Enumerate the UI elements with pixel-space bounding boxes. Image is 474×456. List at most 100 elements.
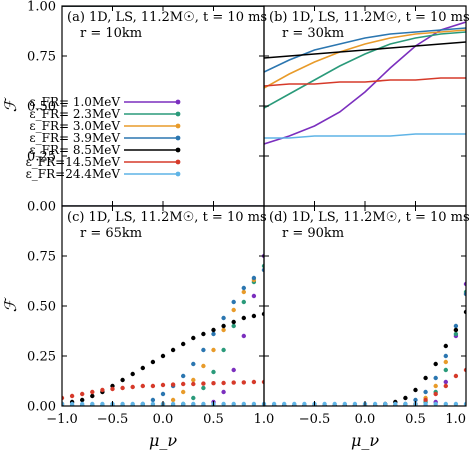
panel-c-series-6-point bbox=[251, 401, 257, 406]
panel-c-series-2-point bbox=[211, 347, 216, 353]
panel-d-series-4-point bbox=[423, 375, 428, 381]
panel-d-series-6-point bbox=[342, 401, 347, 406]
panel-c-series-6-point bbox=[241, 401, 246, 406]
panel-d-series-6-point bbox=[332, 401, 337, 406]
panel-d-series-6-point bbox=[292, 401, 297, 406]
panel-c-series-5-point bbox=[69, 393, 75, 399]
panel-d-series-6-point bbox=[282, 401, 287, 406]
panel-d-series-3-point bbox=[443, 353, 448, 359]
x-axis-label-left: μ_ν bbox=[149, 431, 177, 450]
panel-c-series-1-point bbox=[221, 347, 226, 353]
panel-c-series-2-point bbox=[191, 377, 196, 383]
panel-d-series-5-point bbox=[423, 397, 428, 403]
panel-c-series-1-point bbox=[211, 369, 216, 375]
panel-c-series-6-point bbox=[130, 401, 135, 406]
y-tick-label: 0.00 bbox=[27, 200, 56, 215]
panel-d-series-3-point bbox=[433, 375, 438, 381]
panel-c-series-4-point bbox=[80, 397, 85, 403]
panel-a-title: (a) 1D, LS, 11.2M☉, t = 10 ms bbox=[67, 10, 267, 25]
panel-c-series-5-point bbox=[140, 383, 145, 389]
panel-b-title: (b) 1D, LS, 11.2M☉, t = 10 ms bbox=[269, 10, 470, 25]
panel-c-series-3-point bbox=[221, 315, 226, 321]
panel-c-series-2-point bbox=[231, 307, 236, 313]
panel-d-series-6-point bbox=[372, 401, 378, 406]
y-tick-label: 0.50 bbox=[27, 100, 56, 115]
legend-marker bbox=[175, 135, 181, 141]
panel-c-series-4-point bbox=[170, 347, 176, 353]
panel-c-series-4-point bbox=[160, 353, 166, 359]
panel-c-series-5-point bbox=[181, 381, 186, 387]
panel-c-series-3-point bbox=[241, 285, 246, 291]
legend-label: ε_FR=24.4MeV bbox=[26, 167, 121, 181]
panel-c-series-5-point bbox=[191, 381, 196, 387]
panel-c-series-6-point bbox=[231, 401, 236, 406]
panel-b-series-6-line bbox=[264, 133, 466, 139]
panel-c-series-1-point bbox=[241, 299, 246, 305]
panel-c-series-5-point bbox=[100, 387, 105, 393]
panel-d-series-1-point bbox=[443, 367, 448, 373]
panel-c-series-3-point bbox=[160, 391, 166, 397]
legend-marker bbox=[175, 159, 181, 165]
panel-c-series-0-point bbox=[241, 333, 246, 339]
x-tick-label: 0.0 bbox=[355, 412, 376, 427]
panel-d-series-1-point bbox=[453, 331, 459, 337]
panel-c-series-1-point bbox=[231, 323, 236, 329]
panel-c-series-3-point bbox=[181, 373, 186, 379]
panel-c-series-2-point bbox=[201, 363, 206, 369]
panel-c-series-3-point bbox=[201, 347, 206, 353]
x-tick-label: 0.0 bbox=[153, 412, 174, 427]
panel-d-series-6-point bbox=[383, 401, 388, 406]
panel-d-series-6-point bbox=[393, 401, 398, 406]
panel-d-series-4-point bbox=[413, 387, 418, 393]
panel-c-series-4-point bbox=[191, 335, 196, 341]
panel-d-series-6-point bbox=[433, 401, 438, 406]
panel-c-series-5-point bbox=[241, 380, 246, 385]
legend-marker bbox=[175, 111, 181, 117]
panel-d-series-6-point bbox=[443, 401, 448, 406]
panel-c-series-3-point bbox=[211, 331, 216, 337]
panel-c-series-3-point bbox=[150, 397, 156, 403]
panel-c-series-4-point bbox=[120, 377, 125, 383]
panel-d-series-6-point bbox=[453, 401, 459, 406]
panel-d-series-2-point bbox=[433, 383, 438, 389]
legend-label: ε_FR= 2.3MeV bbox=[29, 107, 120, 121]
panel-c-series-5-point bbox=[251, 379, 257, 385]
panel-c-series-3-point bbox=[231, 299, 236, 305]
legend-label: ε_FR= 3.0MeV bbox=[29, 119, 120, 133]
panel-c-series-6-point bbox=[150, 401, 156, 406]
panel-c-series-5-point bbox=[170, 382, 176, 387]
panel-b-radius: r = 30km bbox=[282, 26, 344, 41]
panel-c-series-3-point bbox=[191, 361, 196, 367]
panel-b-plot-area bbox=[264, 21, 466, 145]
panel-c-series-6-point bbox=[120, 401, 125, 406]
panel-c-series-5-point bbox=[201, 381, 206, 386]
panel-b-series-1-line bbox=[264, 31, 466, 109]
panel-c-series-6-point bbox=[221, 401, 226, 406]
panel-d-series-0-point bbox=[443, 379, 448, 385]
panel-c-series-4-point bbox=[241, 315, 246, 321]
x-tick-label: −1.0 bbox=[46, 412, 78, 427]
panel-d-title: (d) 1D, LS, 11.2M☉, t = 10 ms bbox=[269, 210, 470, 225]
x-tick-label: 0.5 bbox=[203, 412, 224, 427]
panel-c-series-4-point bbox=[150, 359, 156, 365]
x-tick-label: 1.0 bbox=[254, 412, 275, 427]
x-tick-label: 0.5 bbox=[405, 412, 426, 427]
panel-c-series-2-point bbox=[221, 327, 226, 333]
panel-c-series-6-point bbox=[170, 401, 176, 406]
panel-d-plot-area bbox=[264, 281, 466, 406]
panel-b-series-5-line bbox=[264, 77, 466, 87]
panel-d-series-4-point bbox=[433, 361, 438, 367]
panel-d-series-6-point bbox=[403, 401, 408, 406]
panel-b-series-2-line bbox=[264, 29, 466, 89]
y-tick-label: 0.25 bbox=[27, 350, 56, 365]
panel-b-series-4-line bbox=[264, 41, 466, 59]
panel-c-series-4-point bbox=[130, 371, 135, 377]
y-tick-label: 0.75 bbox=[27, 250, 56, 265]
panel-c-series-4-point bbox=[251, 313, 257, 319]
panel-c-series-3-point bbox=[251, 275, 257, 281]
panel-d-series-5-point bbox=[453, 373, 459, 379]
panel-c-series-5-point bbox=[130, 384, 135, 390]
panel-d-series-2-point bbox=[443, 359, 448, 365]
panel-d-series-6-point bbox=[322, 401, 327, 406]
